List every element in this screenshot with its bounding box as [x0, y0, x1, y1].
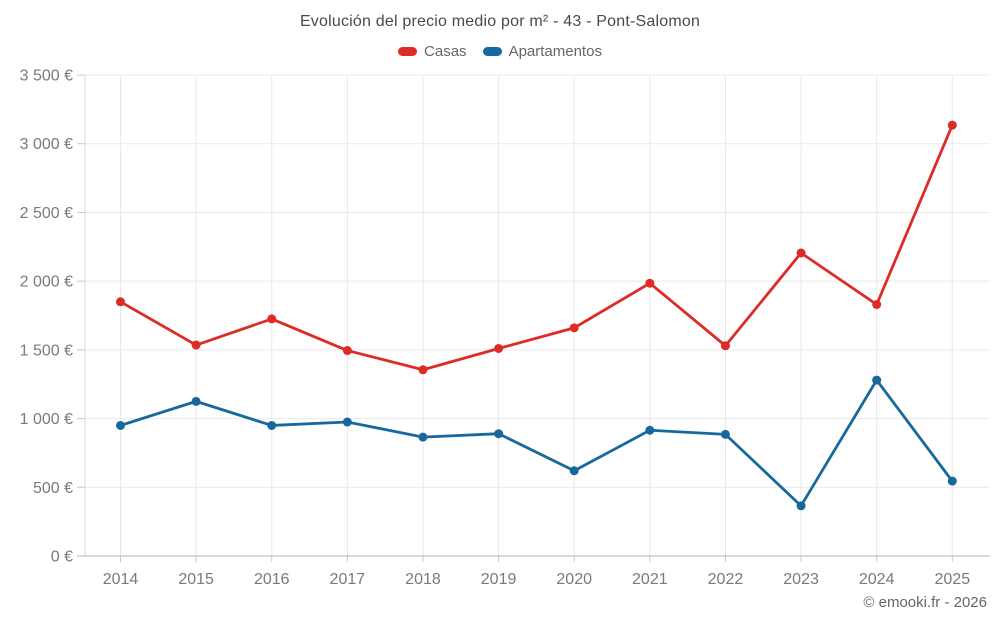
y-axis-label: 0 € [51, 549, 73, 566]
apartamentos-color-swatch [482, 47, 502, 56]
y-axis-label: 1 000 € [20, 411, 73, 428]
casas-line [119, 123, 954, 372]
y-axis-label: 2 500 € [20, 205, 73, 222]
apartamentos-data-point[interactable] [342, 417, 352, 427]
x-axis-label: 2015 [178, 571, 214, 588]
x-axis-label: 2023 [783, 571, 819, 588]
x-axis-label: 2014 [103, 571, 139, 588]
x-axis-label: 2024 [859, 571, 895, 588]
casas-data-point[interactable] [418, 365, 428, 375]
copyright-credit: © emooki.fr - 2026 [863, 594, 987, 611]
legend-item-apartamentos[interactable]: Apartamentos [482, 43, 602, 60]
legend-item-casas[interactable]: Casas [398, 43, 467, 60]
apartamentos-data-point[interactable] [947, 476, 957, 486]
apartamentos-data-point[interactable] [116, 420, 125, 430]
apartamentos-data-point[interactable] [569, 466, 579, 476]
chart-title: Evolución del precio medio por m² - 43 -… [299, 13, 701, 30]
casas-data-point[interactable] [720, 341, 730, 351]
x-axis-label: 2020 [556, 571, 592, 588]
casas-data-point[interactable] [569, 323, 579, 333]
casas-data-point[interactable] [645, 278, 655, 288]
apartamentos-data-point[interactable] [872, 375, 882, 385]
apartamentos-line [119, 378, 954, 508]
apartamentos-data-point[interactable] [645, 425, 655, 435]
casas-data-point[interactable] [191, 340, 201, 350]
casas-data-point[interactable] [116, 297, 125, 307]
apartamentos-data-point[interactable] [191, 396, 201, 406]
x-axis-label: 2016 [254, 571, 290, 588]
apartamentos-data-point[interactable] [720, 429, 730, 439]
x-axis-label: 2025 [935, 571, 971, 588]
x-axis-label: 2021 [632, 571, 668, 588]
apartamentos-data-point[interactable] [494, 429, 504, 439]
chart-legend: Casas Apartamentos [0, 43, 1000, 60]
x-axis-label: 2018 [405, 571, 441, 588]
y-axis-label: 2 000 € [20, 274, 73, 291]
casas-data-point[interactable] [267, 314, 277, 324]
apartamentos-data-point[interactable] [796, 501, 806, 511]
apartamentos-data-point[interactable] [267, 420, 277, 430]
casas-data-point[interactable] [342, 346, 352, 356]
x-axis-label: 2017 [330, 571, 366, 588]
x-axis-label: 2022 [708, 571, 744, 588]
y-axis-label: 3 000 € [20, 136, 73, 153]
apartamentos-data-point[interactable] [418, 432, 428, 442]
casas-data-point[interactable] [494, 343, 504, 353]
legend-label-apartamentos: Apartamentos [508, 43, 602, 60]
x-axis-label: 2019 [481, 571, 517, 588]
y-axis-label: 3 500 € [20, 68, 73, 85]
casas-color-swatch [398, 47, 418, 56]
y-axis-label: 1 500 € [20, 342, 73, 359]
y-axis-label: 500 € [33, 480, 73, 497]
casas-data-point[interactable] [947, 120, 957, 130]
legend-label-casas: Casas [424, 43, 467, 60]
casas-data-point[interactable] [872, 300, 882, 310]
casas-data-point[interactable] [796, 248, 806, 258]
